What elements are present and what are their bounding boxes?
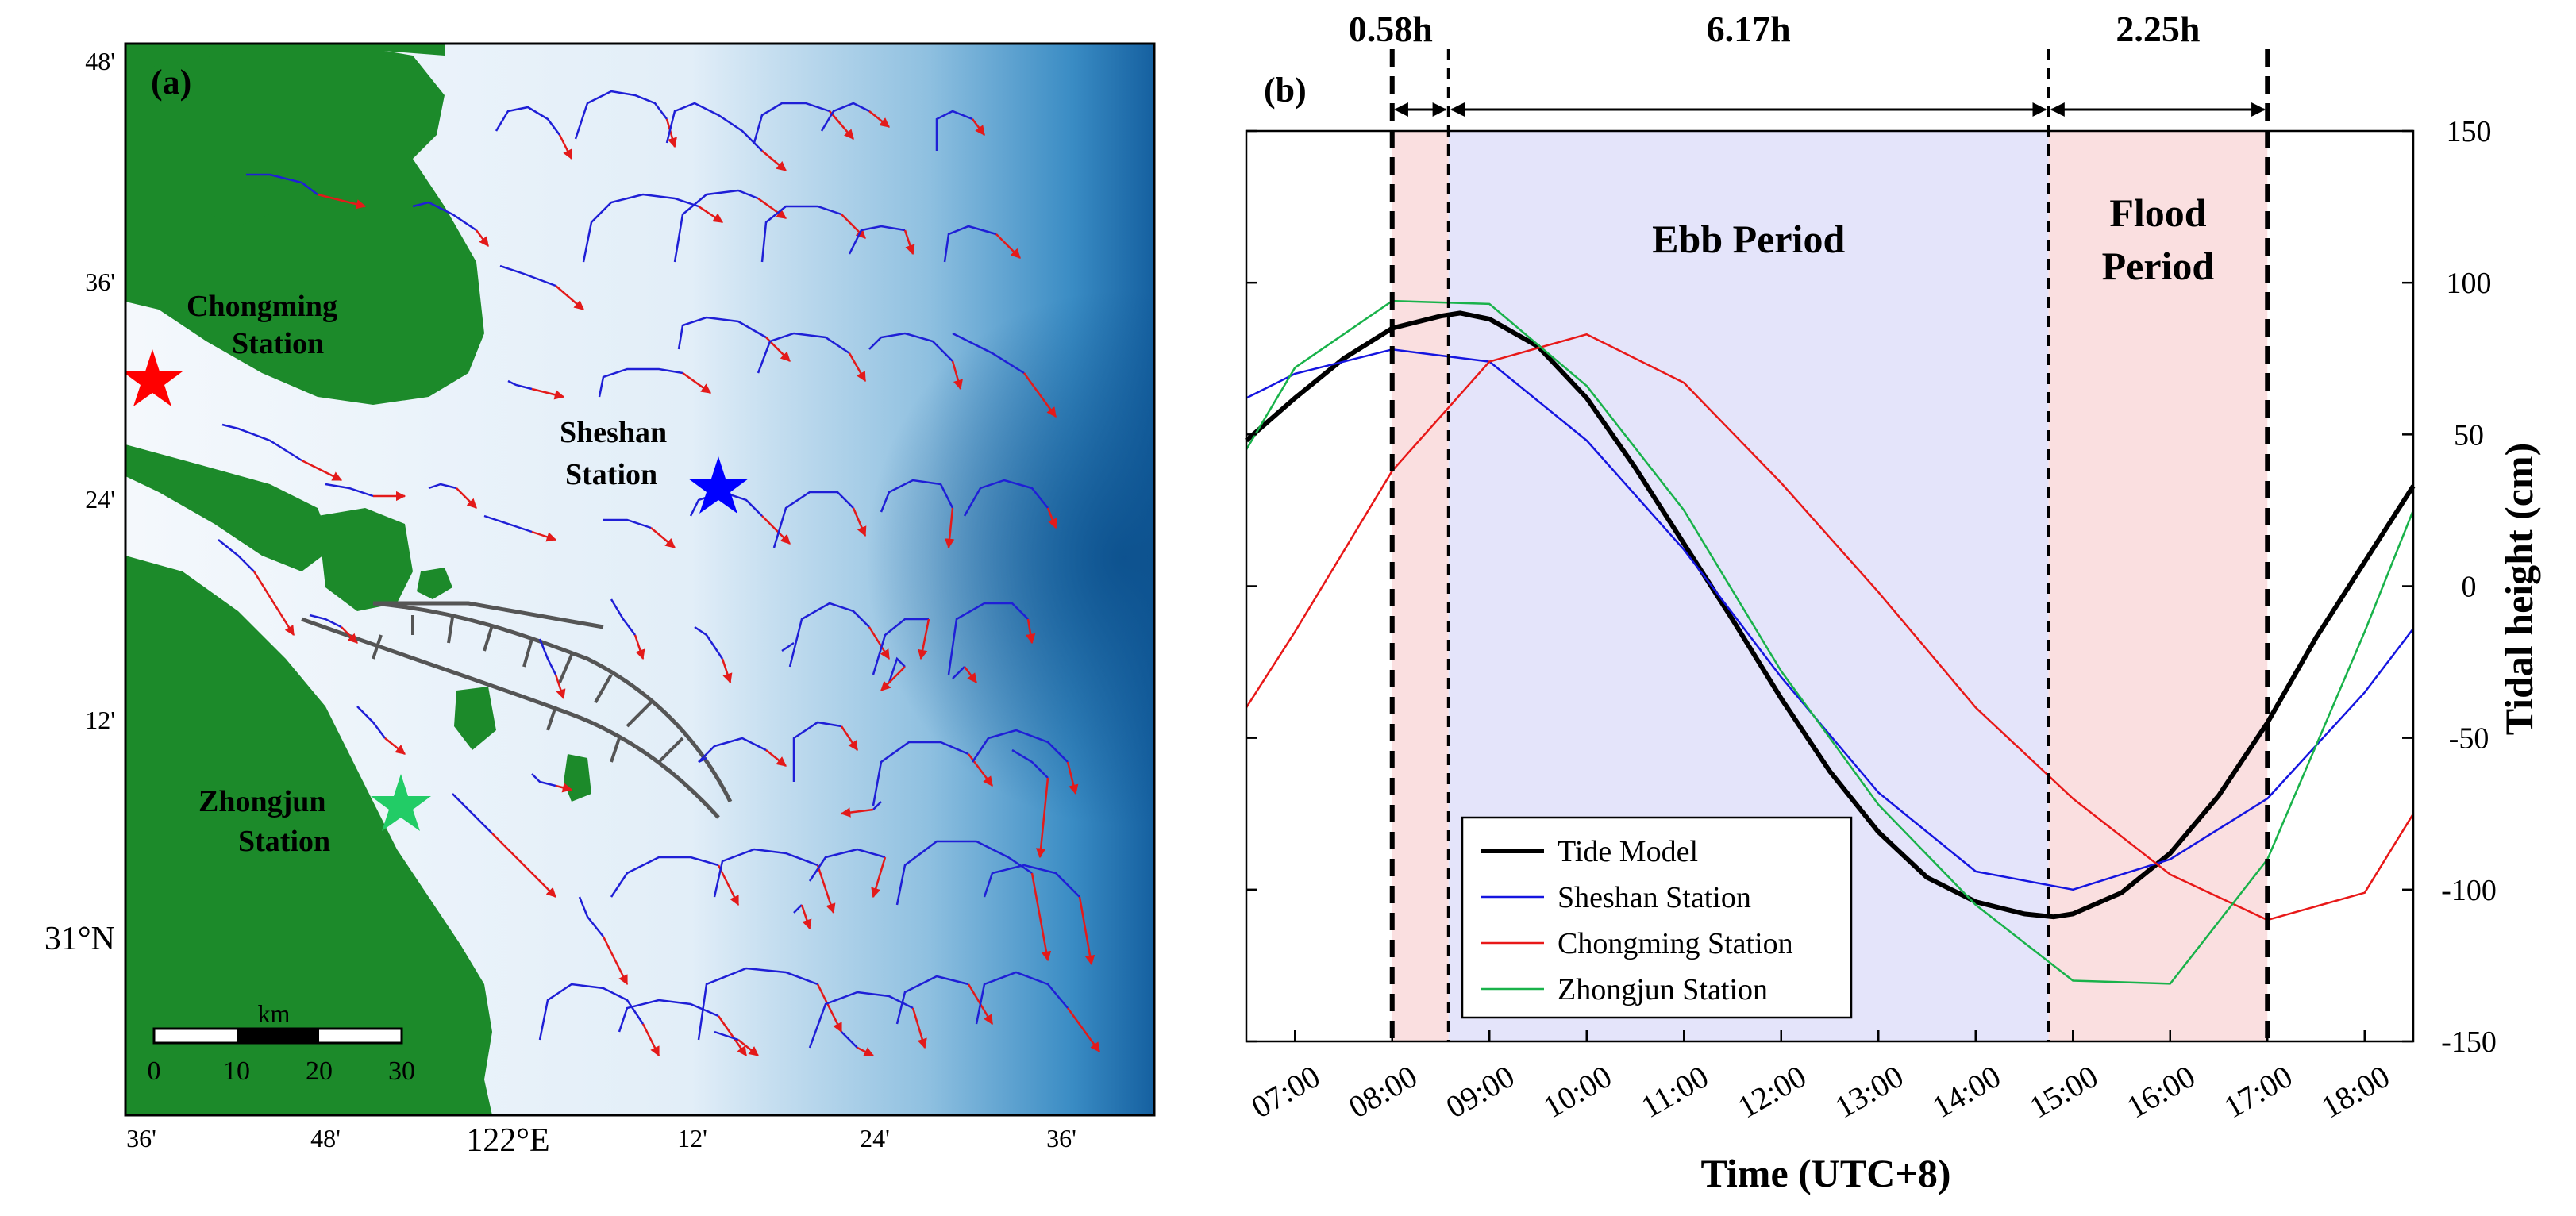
tide-series bbox=[1245, 299, 2416, 985]
chongming-label-line2: Station bbox=[232, 327, 324, 360]
lon-tick-36e: 36' bbox=[1046, 1124, 1076, 1153]
y-tick-label-3: 0 bbox=[2462, 571, 2477, 604]
x-axis-ticks: 07:00 08:00 09:00 10:00 11:00 12:00 13:00 14:00… bbox=[1246, 1030, 2396, 1126]
y-tick-label-5: -100 bbox=[2441, 874, 2497, 907]
period-label-1-line1: Ebb Period bbox=[1652, 217, 1845, 261]
y-tick-label-2: 50 bbox=[2454, 418, 2484, 452]
x-tick-label-6: 13:00 bbox=[1829, 1058, 1909, 1126]
y-tick-label-6: -150 bbox=[2441, 1026, 2497, 1059]
series-line-sheshan-station bbox=[1246, 348, 2414, 891]
period-label-2-line2: Period bbox=[2102, 244, 2215, 288]
lat-tick-36: 36' bbox=[85, 267, 115, 296]
chongming-label-line1: Chongming bbox=[187, 290, 337, 323]
lon-tick-122e: 122°E bbox=[466, 1122, 549, 1159]
y-tick-label-0: 150 bbox=[2447, 115, 2492, 148]
lon-tick-12: 12' bbox=[677, 1124, 707, 1153]
series-line-zhongjun-station bbox=[1245, 299, 2415, 985]
zhongjun-label-line1: Zhongjun bbox=[198, 785, 326, 818]
sheshan-label-line2: Station bbox=[565, 458, 657, 491]
y-axis-ticks: 150 100 50 0 -50 -100 -150 bbox=[1246, 115, 2497, 1059]
scale-label-10: 10 bbox=[223, 1056, 250, 1086]
scale-label-0: 0 bbox=[148, 1056, 161, 1086]
y-axis-label: Tidal height (cm) bbox=[2497, 443, 2541, 736]
small-islet-2 bbox=[454, 687, 496, 750]
y-tick-label-4: -50 bbox=[2449, 722, 2489, 756]
legend-label-3: Zhongjun Station bbox=[1558, 973, 1768, 1006]
legend-label-1: Sheshan Station bbox=[1558, 881, 1751, 914]
x-tick-label-9: 16:00 bbox=[2120, 1058, 2201, 1126]
x-tick-label-8: 15:00 bbox=[2023, 1058, 2104, 1126]
chongming-station-star bbox=[125, 349, 183, 406]
x-tick-label-7: 14:00 bbox=[1926, 1058, 2006, 1126]
shanghai-mainland bbox=[125, 556, 492, 1115]
lat-tick-24: 24' bbox=[85, 485, 115, 514]
lon-tick-36w: 36' bbox=[126, 1124, 156, 1153]
x-tick-label-5: 12:00 bbox=[1731, 1058, 1812, 1126]
period-labels: Ebb Period Flood Period bbox=[1652, 190, 2214, 288]
x-tick-label-1: 08:00 bbox=[1342, 1058, 1423, 1126]
interval-label-0: 0.58h bbox=[1349, 9, 1433, 49]
scale-unit: km bbox=[258, 999, 291, 1028]
series-line-tide-model bbox=[1245, 310, 2416, 920]
small-islet-1 bbox=[417, 568, 452, 599]
jetty-structure bbox=[301, 601, 733, 819]
interval-label-2: 2.25h bbox=[2116, 9, 2200, 49]
panel-b-chart: 07:00 08:00 09:00 10:00 11:00 12:00 13:00 14:00… bbox=[1245, 9, 2541, 1195]
period-label-2-line1: Flood bbox=[2109, 190, 2206, 235]
lon-tick-48: 48' bbox=[310, 1124, 341, 1153]
scale-bar bbox=[152, 1027, 403, 1045]
x-axis-label: Time (UTC+8) bbox=[1700, 1151, 1950, 1195]
x-tick-label-11: 18:00 bbox=[2315, 1058, 2395, 1126]
x-tick-label-4: 11:00 bbox=[1635, 1058, 1714, 1125]
lon-tick-24: 24' bbox=[860, 1124, 890, 1153]
lat-tick-31n: 31°N bbox=[44, 921, 115, 957]
panel-a-map: (a) Chongming Station Sheshan Station Zh… bbox=[44, 42, 1156, 1159]
period-band-0 bbox=[1392, 131, 1449, 1041]
lat-tick-48: 48' bbox=[85, 47, 115, 75]
map-frame bbox=[124, 42, 1156, 1117]
sheshan-label-line1: Sheshan bbox=[560, 416, 667, 449]
series-line-chongming-station bbox=[1245, 333, 2415, 922]
upper-shore-strip bbox=[125, 44, 445, 71]
small-islet-4 bbox=[206, 179, 270, 226]
x-tick-label-0: 07:00 bbox=[1246, 1058, 1326, 1126]
x-tick-label-10: 17:00 bbox=[2218, 1058, 2298, 1126]
panel-a-label: (a) bbox=[151, 63, 191, 102]
interval-label-1: 6.17h bbox=[1707, 9, 1791, 49]
period-band-2 bbox=[2048, 131, 2268, 1041]
chongming-island bbox=[125, 44, 484, 405]
changxing-island bbox=[125, 444, 333, 571]
y-tick-label-1: 100 bbox=[2447, 267, 2492, 300]
legend-label-2: Chongming Station bbox=[1558, 927, 1793, 960]
panel-b-label: (b) bbox=[1264, 71, 1307, 110]
scale-label-20: 20 bbox=[306, 1056, 333, 1086]
lat-tick-12: 12' bbox=[85, 706, 115, 734]
zhongjun-label-line2: Station bbox=[238, 825, 330, 858]
period-boundaries bbox=[1389, 49, 2270, 1041]
legend: Tide Model Sheshan Station Chongming Stati… bbox=[1461, 816, 1853, 1019]
zhongjun-station-star bbox=[371, 774, 431, 831]
interval-annotations: 0.58h 6.17h 2.25h bbox=[1349, 9, 2266, 117]
hengsha-island bbox=[318, 508, 413, 611]
scale-label-30: 30 bbox=[388, 1056, 415, 1086]
x-tick-label-2: 09:00 bbox=[1440, 1058, 1520, 1126]
legend-label-0: Tide Model bbox=[1558, 835, 1698, 868]
sheshan-station-star bbox=[688, 456, 749, 514]
drifter-tracks bbox=[218, 90, 1101, 1057]
x-tick-label-3: 10:00 bbox=[1537, 1058, 1617, 1126]
